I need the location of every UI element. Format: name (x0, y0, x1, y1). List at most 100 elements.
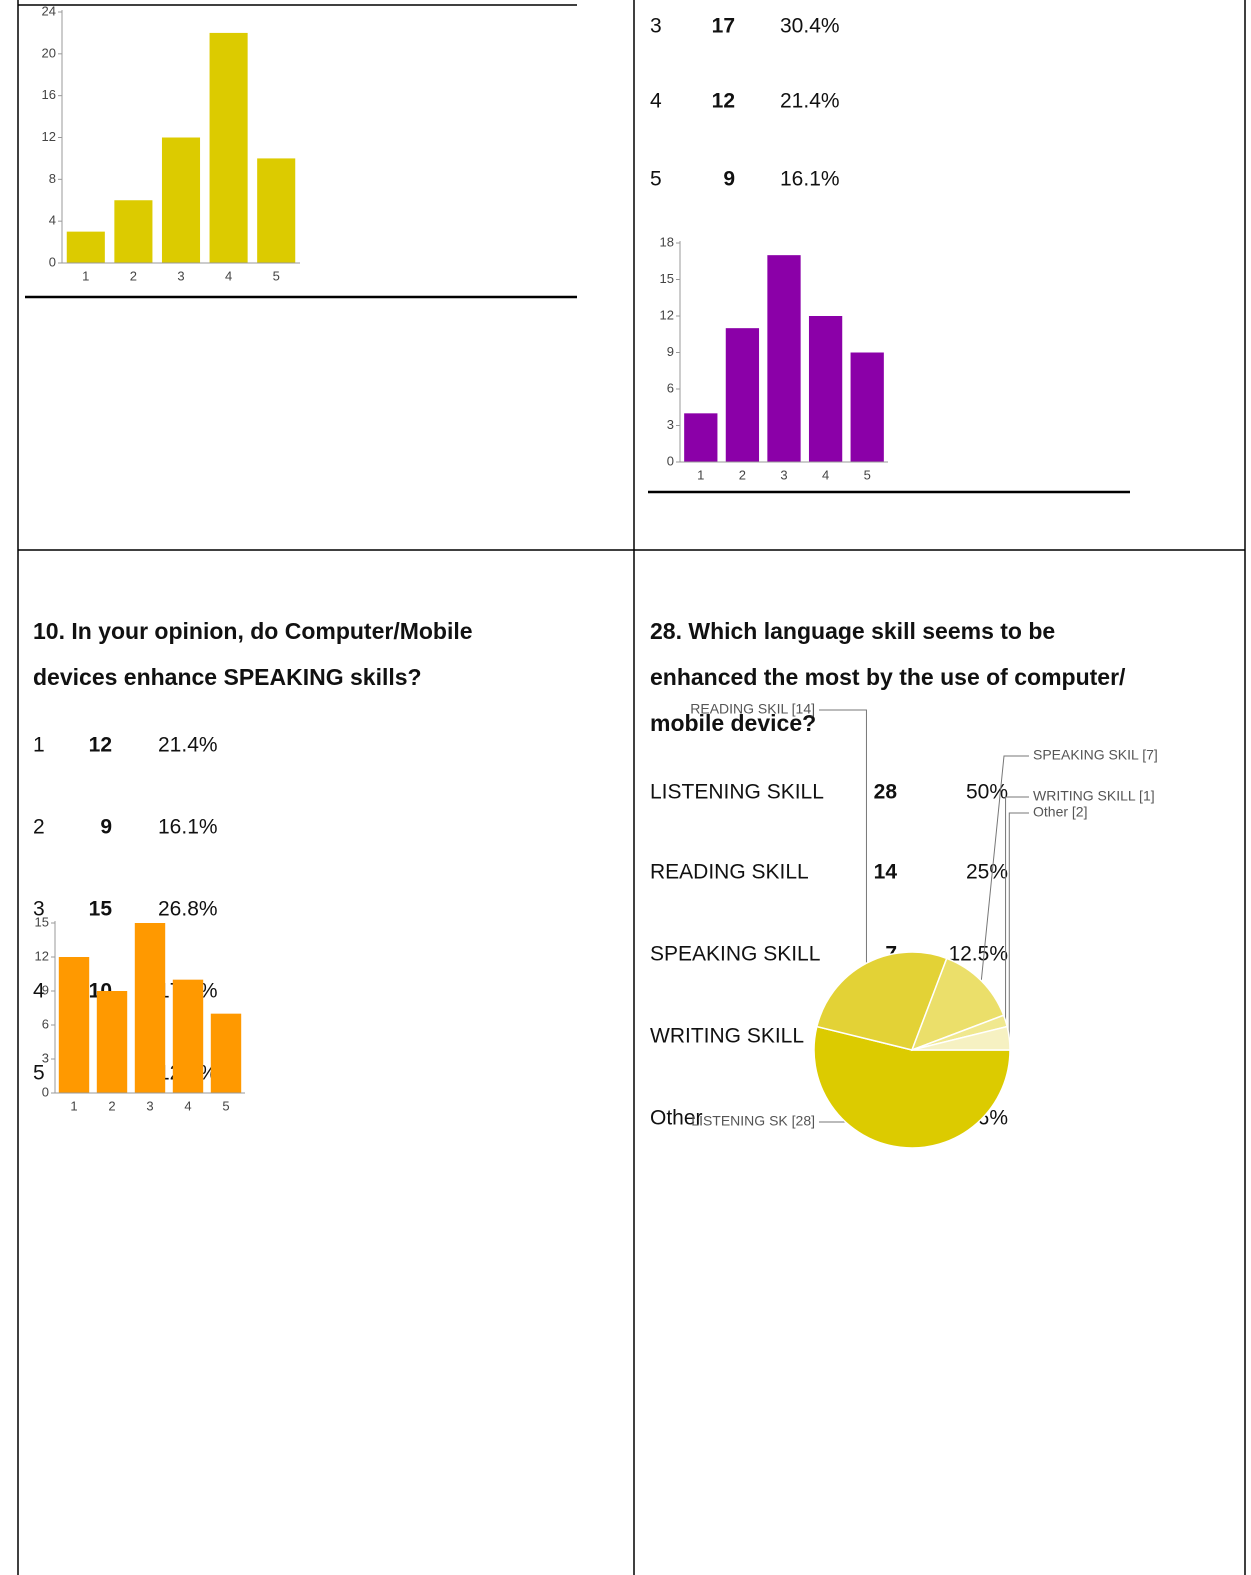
x-tick-label: 5 (273, 268, 280, 283)
table-cell: 4 (650, 90, 662, 113)
y-tick-label: 15 (660, 271, 674, 286)
question: mobile device? (650, 710, 816, 736)
bar (850, 352, 884, 462)
pie-slice (813, 1025, 1011, 1149)
bar (684, 413, 718, 462)
y-tick-label: 16 (42, 87, 56, 102)
table-cell: 50% (966, 781, 1008, 804)
table-cell: 16.1% (780, 168, 840, 191)
pie-slice (815, 951, 948, 1051)
table-cell: 25% (966, 861, 1008, 884)
table-cell: LISTENING SKILL (650, 781, 824, 804)
y-tick-label: 12 (42, 129, 56, 144)
x-tick-label: 3 (177, 268, 184, 283)
bar (96, 991, 128, 1093)
y-tick-label: 0 (49, 254, 56, 269)
bar (209, 32, 248, 263)
table-cell: 5 (650, 168, 662, 191)
bar (172, 979, 204, 1093)
y-tick-label: 0 (42, 1084, 49, 1099)
y-tick-label: 4 (49, 213, 56, 228)
pie-label: Other [2] (1033, 804, 1087, 820)
leader-line (1005, 796, 1029, 1021)
table-cell: 12 (712, 90, 735, 113)
x-tick-label: 5 (864, 467, 871, 482)
pie-label: READING SKIL [14] (690, 701, 815, 717)
question: 28. Which language skill seems to be (650, 618, 1055, 644)
table-cell: 28 (874, 781, 898, 804)
x-tick-label: 5 (222, 1098, 229, 1113)
x-tick-label: 1 (82, 268, 89, 283)
table-cell: SPEAKING SKILL (650, 943, 820, 966)
y-tick-label: 12 (35, 948, 49, 963)
table-cell: 12 (89, 734, 112, 757)
bar (134, 923, 166, 1093)
bar (114, 200, 153, 263)
table-cell: 3 (33, 898, 45, 921)
x-tick-label: 4 (822, 467, 829, 482)
bar (66, 231, 105, 263)
y-tick-label: 9 (667, 344, 674, 359)
table-cell: 26.8% (158, 898, 218, 921)
bar (161, 137, 201, 263)
leader-line (980, 755, 1029, 981)
table-cell: 5 (33, 1062, 45, 1085)
y-tick-label: 12 (660, 307, 674, 322)
table-cell: 21.4% (780, 90, 840, 113)
x-tick-label: 1 (70, 1098, 77, 1113)
table-cell: 17 (712, 15, 735, 38)
x-tick-label: 1 (697, 467, 704, 482)
pie-slice (910, 957, 1005, 1052)
y-tick-label: 0 (667, 453, 674, 468)
table-cell: 15 (89, 898, 113, 921)
pie-label: LISTENING SK [28] (691, 1113, 815, 1129)
bar (725, 328, 760, 462)
table-cell: 21.4% (158, 734, 218, 757)
table-cell: 9 (100, 816, 112, 839)
bar (58, 957, 90, 1093)
x-tick-label: 4 (184, 1098, 191, 1113)
y-tick-label: 24 (42, 3, 56, 18)
question: devices enhance SPEAKING skills? (33, 664, 422, 690)
pie-label: SPEAKING SKIL [7] (1033, 747, 1158, 763)
table-cell: 30.4% (780, 15, 840, 38)
x-tick-label: 3 (146, 1098, 153, 1113)
table-cell: 3 (650, 15, 662, 38)
leader-line (1008, 812, 1029, 1039)
bar (767, 255, 801, 462)
table-cell: 2 (33, 816, 45, 839)
x-tick-label: 2 (739, 467, 746, 482)
y-tick-label: 6 (667, 380, 674, 395)
table-borders (17, 0, 1246, 1575)
y-tick-label: 20 (42, 45, 56, 60)
bar (210, 1013, 242, 1093)
table-cell: 9 (723, 168, 735, 191)
leader-line (819, 709, 867, 964)
table-cell: WRITING SKILL (650, 1025, 804, 1048)
y-tick-label: 3 (42, 1050, 49, 1065)
table-cell: 1 (33, 734, 45, 757)
table-cell: 12.5% (948, 943, 1008, 966)
table-cell: Other (650, 1107, 703, 1130)
pie-label: WRITING SKILL [1] (1033, 788, 1155, 804)
question: enhanced the most by the use of computer… (650, 664, 1126, 690)
y-tick-label: 15 (35, 914, 49, 929)
y-tick-label: 9 (42, 982, 49, 997)
pie-slice (911, 1025, 1011, 1051)
y-tick-label: 8 (49, 171, 56, 186)
bar (808, 316, 843, 462)
table-cell: READING SKILL (650, 861, 809, 884)
y-tick-label: 6 (42, 1016, 49, 1031)
question: 10. In your opinion, do Computer/Mobile (33, 618, 473, 644)
table-cell: 14 (874, 861, 898, 884)
x-tick-label: 4 (225, 268, 232, 283)
table-cell: 4 (33, 980, 45, 1003)
x-tick-label: 3 (780, 467, 787, 482)
bar (257, 158, 296, 263)
pie-labels: LISTENING SK [28] READING SKIL [14] SPEAKI… (690, 701, 1158, 1148)
y-tick-label: 3 (667, 417, 674, 432)
y-tick-label: 18 (660, 234, 674, 249)
table-cell: 16.1% (158, 816, 218, 839)
x-tick-label: 2 (108, 1098, 115, 1113)
